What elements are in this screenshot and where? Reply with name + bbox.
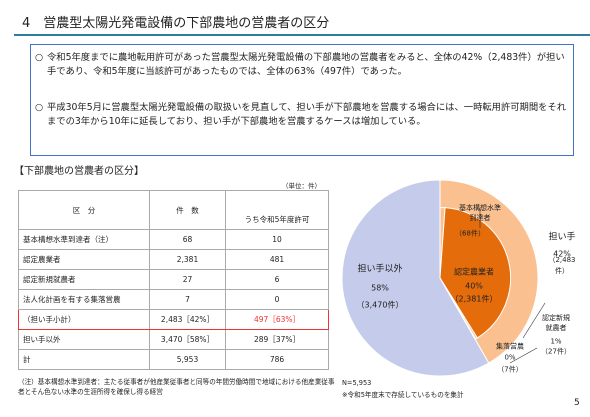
summary-box: ○ 令和5年度までに農地転用許可があった営農型太陽光発電設備の下部農地の営農者をみ… xyxy=(30,44,574,156)
table-row: 認定農業者 2,381 481 xyxy=(18,249,329,270)
header-cell: うち令和5年度許可 xyxy=(225,210,329,230)
table-cell: 10 xyxy=(225,229,329,250)
header-cell: 件 数 xyxy=(149,190,226,230)
table-cell: 6 xyxy=(225,269,329,290)
table-cell: 2,381 xyxy=(149,249,226,270)
pie-label: （68件） xyxy=(455,229,485,238)
header-cell: 区 分 xyxy=(18,190,150,230)
table-row: 計 5,953 786 xyxy=(18,349,329,370)
pie-label: 認定新規 就農者 xyxy=(542,314,570,332)
table-note: （注）基本構想水準到達者：主たる従事者が他産業従事者と同等の年間労働時間で地域に… xyxy=(18,378,335,396)
table-cell: 497［63%］ xyxy=(225,309,329,330)
section-heading: 【下部農地の営農者の区分】 xyxy=(14,166,144,177)
table-cell: 68 xyxy=(149,229,226,250)
header-cell xyxy=(225,190,329,210)
table-cell: 基本構想水準到達者（注） xyxy=(18,229,150,250)
table-cell: 3,470［58%］ xyxy=(149,329,226,350)
table-row: 認定新規就農者 27 6 xyxy=(18,269,329,290)
table-cell: 7 xyxy=(149,289,226,310)
summary-text: 平成30年5月に営農型太陽光発電設備の取扱いを見直して、担い手が下部農地を営農す… xyxy=(47,102,567,127)
summary-item: ○ 令和5年度までに農地転用許可があった営農型太陽光発電設備の下部農地の営農者をみ… xyxy=(35,52,565,77)
unit: （単位：件） xyxy=(282,182,321,190)
pie-label: 1% xyxy=(550,337,562,346)
pie-label: 58% xyxy=(371,283,389,293)
pie-n: N=5,953 xyxy=(342,379,372,387)
summary-text: 令和5年度までに農地転用許可があった営農型太陽光発電設備の下部農地の営農者をみる… xyxy=(47,52,565,77)
table-cell: 5,953 xyxy=(149,349,226,370)
pie-label: 40% xyxy=(465,281,483,291)
pie-slice xyxy=(341,179,490,377)
table-cell: 27 xyxy=(149,269,226,290)
pie-label: 基本構想水準 到達者 xyxy=(459,204,501,222)
pie-slice xyxy=(439,207,511,339)
pie-label: （2,483件） xyxy=(548,256,576,275)
table-cell: 481 xyxy=(225,249,329,270)
pie-label: 認定農業者 xyxy=(454,267,494,277)
table-cell: 計 xyxy=(18,349,150,370)
title: 4 営農型太陽光発電設備の下部農地の営農者の区分 xyxy=(22,16,330,31)
table-row: 法人化計画を有する集落営農 7 0 xyxy=(18,289,329,310)
pie-label: 42% xyxy=(553,249,571,259)
table: 区 分 件 数 うち令和5年度許可 基本構想水準到達者（注） 68 10 認定農業者 2… xyxy=(18,190,329,370)
table-cell: 2,483［42%］ xyxy=(149,309,226,330)
pie-label: 集落営農 xyxy=(496,342,524,351)
pie-label: 0% xyxy=(504,353,516,362)
pie-label: 担い手 xyxy=(548,232,576,243)
table-row: 基本構想水準到達者（注） 68 10 xyxy=(18,229,329,250)
title-rule xyxy=(14,34,590,36)
pie-label: （27件） xyxy=(541,347,571,356)
table-cell: 289［37%］ xyxy=(225,329,329,350)
pie-label: （7件） xyxy=(497,365,523,374)
table-cell: （担い手小計） xyxy=(18,309,150,330)
page-number: 5 xyxy=(574,398,580,408)
table-cell: 認定新規就農者 xyxy=(18,269,150,290)
table-row: （担い手小計） 2,483［42%］ 497［63%］ xyxy=(18,309,329,330)
leader-line xyxy=(509,347,538,364)
leader-line xyxy=(522,302,546,339)
table-row: 担い手以外 3,470［58%］ 289［37%］ xyxy=(18,329,329,350)
table-cell: 担い手以外 xyxy=(18,329,150,350)
table-cell: 法人化計画を有する集落営農 xyxy=(18,289,150,310)
pie-label: 担い手以外 xyxy=(357,264,403,275)
table-cell: 0 xyxy=(225,289,329,310)
summary-item: ○ 平成30年5月に営農型太陽光発電設備の取扱いを見直して、担い手が下部農地を営農… xyxy=(35,102,567,127)
table-cell: 786 xyxy=(225,349,329,370)
pie-slice xyxy=(439,277,477,340)
table-cell: 認定農業者 xyxy=(18,249,150,270)
pie-chart xyxy=(341,179,546,377)
pie-note: ※令和5年度末で存続しているものを集計 xyxy=(342,391,464,399)
pie-label: （2,381件） xyxy=(450,294,498,304)
pie-label: （3,470件） xyxy=(356,300,404,310)
